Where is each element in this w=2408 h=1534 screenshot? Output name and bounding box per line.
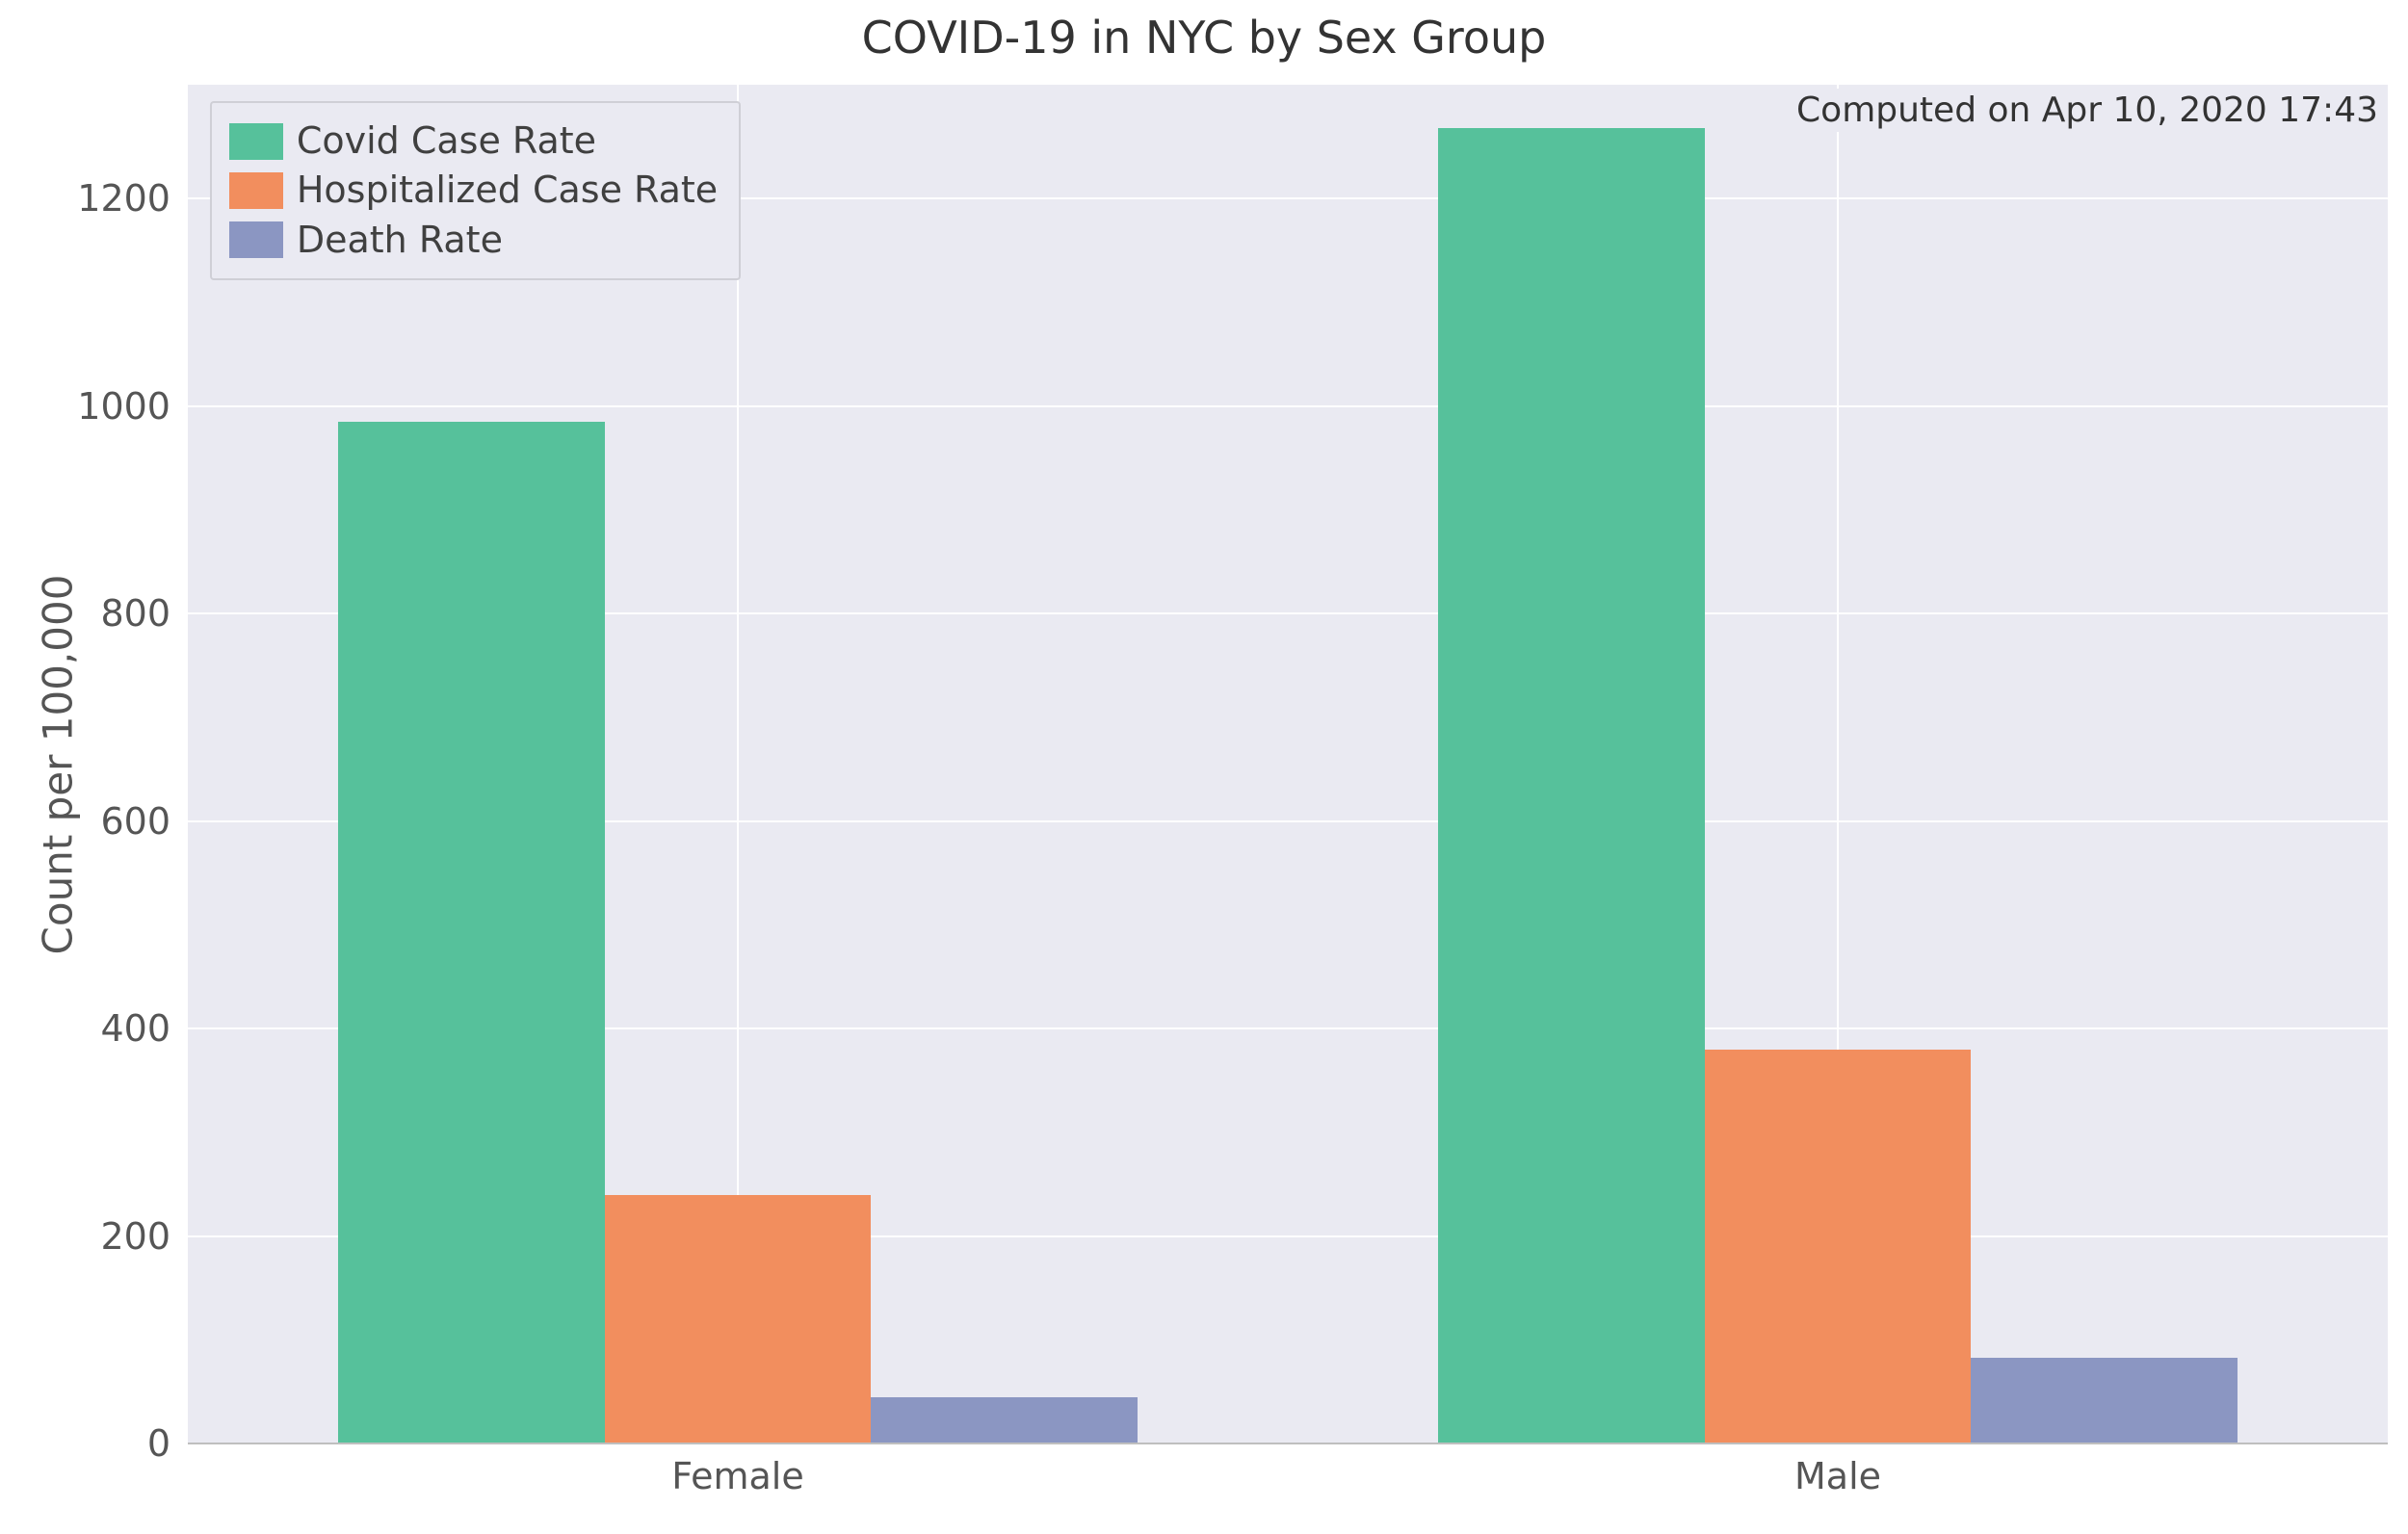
y-tick-label: 1000 — [77, 385, 170, 428]
legend-item: Covid Case Rate — [229, 117, 718, 166]
y-tick-label: 800 — [100, 592, 170, 635]
bar — [871, 1397, 1137, 1443]
y-tick-label: 600 — [100, 800, 170, 843]
x-axis-baseline — [188, 1443, 2388, 1444]
y-axis-label: Count per 100,000 — [35, 574, 82, 954]
legend-swatch — [229, 123, 283, 160]
bar — [1438, 128, 1704, 1443]
x-tick-label: Female — [671, 1455, 803, 1497]
plot-area — [188, 85, 2388, 1443]
bar — [1971, 1358, 2237, 1443]
bar — [338, 422, 604, 1443]
bar — [1705, 1050, 1971, 1443]
y-tick-label: 1200 — [77, 177, 170, 220]
figure: COVID-19 in NYC by Sex Group Count per 1… — [0, 0, 2408, 1534]
bar — [605, 1195, 871, 1444]
legend-item: Death Rate — [229, 216, 718, 265]
y-tick-label: 400 — [100, 1007, 170, 1050]
y-tick-label: 0 — [147, 1422, 170, 1465]
legend-swatch — [229, 172, 283, 209]
chart-title: COVID-19 in NYC by Sex Group — [0, 12, 2408, 64]
gridline-h — [188, 405, 2388, 407]
legend-label: Hospitalized Case Rate — [297, 166, 718, 215]
legend-label: Death Rate — [297, 216, 503, 265]
legend-item: Hospitalized Case Rate — [229, 166, 718, 215]
legend-label: Covid Case Rate — [297, 117, 596, 166]
y-tick-label: 200 — [100, 1215, 170, 1258]
timestamp-annotation: Computed on Apr 10, 2020 17:43 — [1791, 89, 2384, 132]
x-tick-label: Male — [1794, 1455, 1881, 1497]
legend-swatch — [229, 221, 283, 258]
legend: Covid Case RateHospitalized Case RateDea… — [210, 101, 741, 280]
